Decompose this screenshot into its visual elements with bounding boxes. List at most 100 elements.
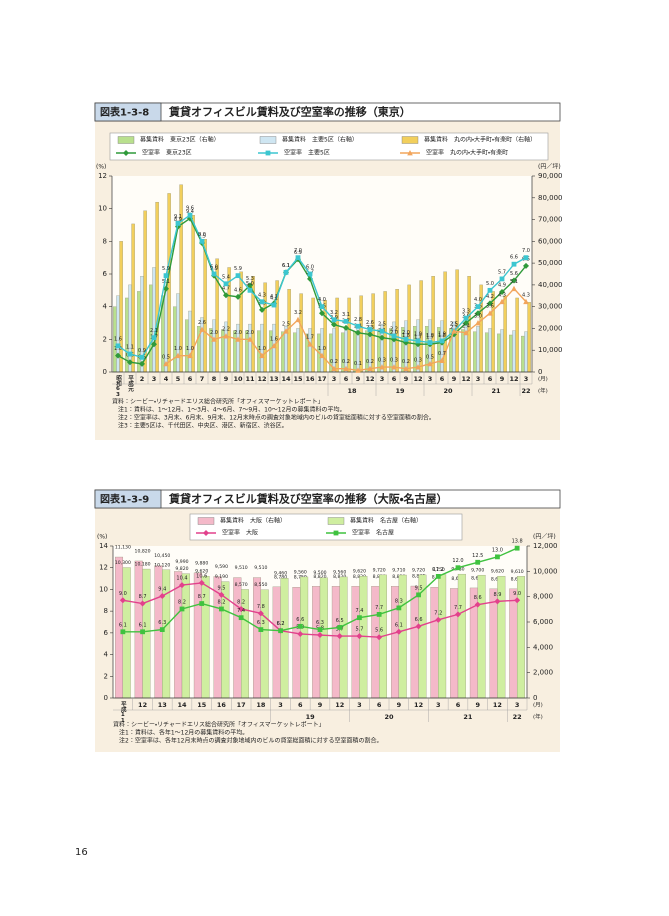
- line-marker: [463, 320, 469, 326]
- line-value-label: 10.4: [176, 576, 187, 582]
- line-value-label: 0.3: [390, 358, 398, 364]
- line-marker: [367, 327, 373, 332]
- line-marker: [427, 360, 433, 367]
- x-tick-label: 3: [152, 375, 157, 383]
- line-value-label: 5.3: [246, 276, 254, 282]
- line-value-label: 0.1: [354, 361, 362, 367]
- bar: [155, 201, 159, 373]
- x-tick-label: 12: [365, 375, 374, 383]
- line-marker: [259, 306, 265, 313]
- line-value-label: 6.1: [139, 622, 147, 628]
- line-value-label: 8.3: [395, 598, 403, 604]
- line-value-label: 0.2: [366, 359, 374, 365]
- line-marker: [395, 628, 402, 635]
- x-tick-label: 12: [493, 701, 502, 709]
- legend-marker: [265, 150, 271, 156]
- line-value-label: 6.9: [294, 250, 302, 256]
- bar: [476, 326, 480, 373]
- line-value-label: 1.6: [114, 336, 122, 342]
- x-group-label: 19: [306, 713, 316, 721]
- bar-value-label: 9,820: [175, 566, 188, 572]
- bar: [509, 588, 518, 699]
- line-marker: [336, 633, 343, 640]
- x-unit-month: (月): [538, 376, 548, 383]
- x-tick-label: 2: [140, 375, 145, 383]
- x-tick-label: 9: [356, 375, 361, 383]
- line-value-label: 5.9: [210, 266, 218, 272]
- bar: [489, 588, 498, 699]
- line-value-label: 13.0: [492, 547, 503, 553]
- line-value-label: 6.0: [210, 265, 218, 271]
- bar: [312, 586, 321, 699]
- x-unit-year: (年): [538, 387, 548, 395]
- line-value-label: 1.1: [126, 345, 134, 351]
- line-marker: [379, 334, 385, 341]
- y-axis-label: (%): [97, 534, 107, 541]
- x-tick-label: 9: [318, 701, 323, 709]
- bar: [332, 328, 336, 373]
- line-value-label: 2.2: [222, 327, 230, 333]
- line-marker: [487, 287, 493, 293]
- legend-swatch: [401, 136, 419, 144]
- y-axis-label: (%): [96, 164, 106, 171]
- bar: [176, 293, 180, 373]
- line-marker: [514, 545, 520, 551]
- x-tick-label: 14: [177, 701, 187, 709]
- bar: [461, 329, 465, 373]
- line-value-label: 7.9: [198, 233, 206, 239]
- bar-value-label: 9,620: [195, 569, 208, 575]
- line-value-label: 9.5: [217, 585, 225, 591]
- legend-swatch: [197, 517, 215, 525]
- x-tick-label: 10: [233, 375, 243, 383]
- line-marker: [487, 310, 493, 316]
- legend-box: [189, 513, 463, 541]
- y-tick-label: 4: [103, 303, 108, 311]
- line-value-label: 5.7: [498, 269, 506, 275]
- line-value-label: 2.4: [462, 323, 470, 329]
- figure-label-box: [94, 489, 162, 509]
- line-marker: [403, 336, 409, 342]
- bar-value-label: 9,720: [373, 567, 386, 573]
- x-tick-label: 6: [298, 701, 303, 709]
- legend-label: 募集賃料 大阪（右軸）: [220, 517, 286, 525]
- x-group-label: 22: [513, 713, 522, 721]
- line-marker: [523, 255, 529, 261]
- line-value-label: 2.6: [198, 320, 206, 326]
- chart-title: 賃貸オフィスビル賃料及び空室率の推移（東京）: [168, 105, 411, 119]
- line-marker: [297, 623, 303, 629]
- line-value-label: 7.2: [434, 610, 442, 616]
- bar: [457, 573, 466, 699]
- line-marker: [247, 336, 253, 342]
- x-tick-label: 5: [176, 375, 181, 383]
- note: 注2：空室率は、3月末、6月末、9月末、12月末時点の調査対象地域内のビルの貸室…: [118, 414, 435, 422]
- line-marker: [331, 317, 337, 323]
- line-value-label: 1.9: [414, 331, 422, 337]
- line-marker: [283, 269, 289, 275]
- line-value-label: 9.0: [119, 591, 127, 597]
- line-marker: [307, 341, 313, 347]
- bar: [438, 574, 447, 699]
- line-value-label: 9.4: [158, 586, 166, 592]
- line-marker: [357, 615, 362, 621]
- x-tick-label: 12: [138, 701, 147, 709]
- bar: [371, 586, 380, 699]
- bar-value-label: 9,190: [215, 574, 228, 580]
- bar-value-label: 8,820: [313, 574, 326, 580]
- line-marker: [499, 288, 505, 295]
- bar: [272, 586, 281, 699]
- line-value-label: 6.6: [296, 617, 304, 623]
- line-marker: [199, 326, 205, 332]
- x-tick-label: 6: [456, 701, 461, 709]
- line-marker: [175, 220, 181, 226]
- line-marker: [163, 360, 169, 367]
- line-value-label: 5.6: [510, 271, 518, 277]
- bar-value-label: 9,720: [412, 567, 425, 573]
- y2-tick-label: 10,000: [538, 346, 563, 354]
- line-marker: [295, 255, 301, 261]
- line-marker: [139, 600, 146, 607]
- line-marker: [163, 273, 169, 279]
- line-value-label: 1.0: [318, 346, 326, 352]
- line-marker: [495, 554, 500, 560]
- bar: [281, 331, 285, 373]
- x-unit-year: (年): [533, 713, 543, 721]
